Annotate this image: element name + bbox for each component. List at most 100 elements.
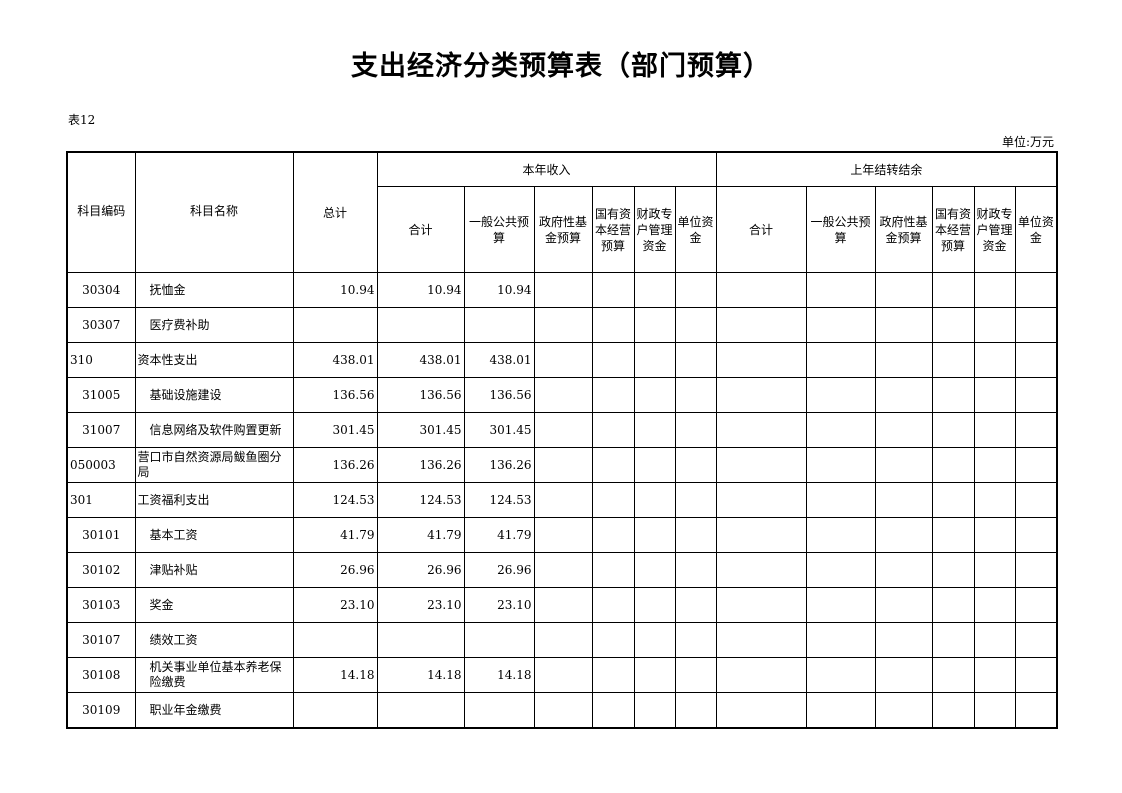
table-row: 30109 职业年金缴费 [66, 692, 1058, 729]
cell-value [805, 657, 876, 693]
cell-value: 14.18 [463, 657, 535, 693]
cell-value [805, 552, 876, 588]
cell-code: 30107 [66, 622, 136, 658]
cell-value [674, 307, 717, 343]
cell-value [633, 622, 676, 658]
cell-value [973, 482, 1016, 518]
cell-value [874, 342, 933, 378]
cell-code: 30108 [66, 657, 136, 693]
table-row: 31007 信息网络及软件购置更新 301.45 301.45 301.45 [66, 412, 1058, 448]
cell-value [715, 692, 807, 729]
carryover-subheader: 单位资金 [1014, 186, 1058, 273]
cell-value [715, 482, 807, 518]
cell-name: 基础设施建设 [134, 377, 294, 413]
cell-value [931, 482, 975, 518]
table-row: 310 资本性支出 438.01 438.01 438.01 [66, 342, 1058, 378]
cell-value [376, 307, 465, 343]
cell-value [1014, 307, 1058, 343]
carryover-subheader: 合计 [715, 186, 807, 273]
cell-value: 10.94 [292, 272, 378, 308]
cell-name: 基本工资 [134, 517, 294, 553]
cell-value [874, 517, 933, 553]
cell-value: 23.10 [463, 587, 535, 623]
cell-value: 136.26 [292, 447, 378, 483]
carryover-subheader: 政府性基金预算 [874, 186, 933, 273]
budget-table: 科目编码 科目名称 总计 本年收入 上年结转结余 合计 一般公共预算 政府性基金预算… [66, 151, 1059, 729]
cell-value [674, 272, 717, 308]
cell-value [591, 552, 635, 588]
cell-code: 30307 [66, 307, 136, 343]
cell-value [1014, 692, 1058, 729]
cell-value [931, 447, 975, 483]
cell-code: 31005 [66, 377, 136, 413]
cell-value [533, 692, 593, 729]
income-subheader: 单位资金 [674, 186, 717, 273]
cell-value [874, 447, 933, 483]
cell-value [674, 377, 717, 413]
cell-value [591, 412, 635, 448]
table-row: 30307 医疗费补助 [66, 307, 1058, 343]
cell-value [591, 622, 635, 658]
cell-value [1014, 272, 1058, 308]
cell-value [1014, 622, 1058, 658]
cell-name: 信息网络及软件购置更新 [134, 412, 294, 448]
table-row: 050003 营口市自然资源局鲅鱼圈分局 136.26 136.26 136.26 [66, 447, 1058, 483]
header-name: 科目名称 [134, 151, 294, 273]
cell-value [805, 447, 876, 483]
table-row: 301 工资福利支出 124.53 124.53 124.53 [66, 482, 1058, 518]
cell-value [533, 657, 593, 693]
table-row: 30304 抚恤金 10.94 10.94 10.94 [66, 272, 1058, 308]
cell-value [674, 517, 717, 553]
income-subheader: 一般公共预算 [463, 186, 535, 273]
cell-value [533, 622, 593, 658]
cell-value [973, 342, 1016, 378]
cell-value [931, 412, 975, 448]
cell-value [973, 692, 1016, 729]
cell-value [533, 447, 593, 483]
cell-value [633, 517, 676, 553]
income-subheader: 合计 [376, 186, 465, 273]
cell-value [805, 622, 876, 658]
cell-value [715, 447, 807, 483]
cell-value [715, 342, 807, 378]
cell-value: 41.79 [463, 517, 535, 553]
cell-name: 津贴补贴 [134, 552, 294, 588]
cell-value [973, 272, 1016, 308]
cell-value: 14.18 [376, 657, 465, 693]
cell-value [874, 657, 933, 693]
cell-value [973, 587, 1016, 623]
cell-code: 30109 [66, 692, 136, 729]
cell-value [533, 307, 593, 343]
cell-value: 301.45 [292, 412, 378, 448]
cell-value [292, 692, 378, 729]
cell-value [715, 412, 807, 448]
cell-value [591, 657, 635, 693]
table-row: 30101 基本工资 41.79 41.79 41.79 [66, 517, 1058, 553]
income-subheader: 政府性基金预算 [533, 186, 593, 273]
income-subheader: 国有资本经营预算 [591, 186, 635, 273]
header-carryover: 上年结转结余 [715, 151, 1058, 187]
cell-value [674, 552, 717, 588]
cell-name: 职业年金缴费 [134, 692, 294, 729]
cell-value [591, 447, 635, 483]
cell-value [973, 657, 1016, 693]
cell-code: 301 [66, 482, 136, 518]
cell-value [674, 692, 717, 729]
cell-value [715, 552, 807, 588]
cell-value [1014, 587, 1058, 623]
cell-value [633, 342, 676, 378]
cell-value [674, 412, 717, 448]
cell-value [931, 342, 975, 378]
cell-value [591, 272, 635, 308]
cell-code: 30101 [66, 517, 136, 553]
cell-name: 医疗费补助 [134, 307, 294, 343]
cell-value [591, 342, 635, 378]
cell-value: 438.01 [463, 342, 535, 378]
cell-value [591, 587, 635, 623]
cell-value [931, 377, 975, 413]
cell-value: 41.79 [292, 517, 378, 553]
cell-value [533, 552, 593, 588]
header-total: 总计 [292, 151, 378, 273]
page-title: 支出经济分类预算表（部门预算） [351, 51, 771, 82]
cell-code: 30103 [66, 587, 136, 623]
